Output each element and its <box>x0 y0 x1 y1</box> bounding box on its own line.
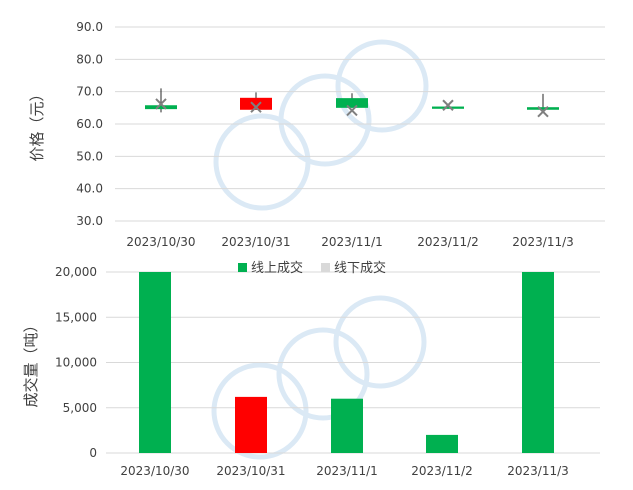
price-y-tick-label: 80.0 <box>76 52 103 66</box>
price-chart: 30.0 40.0 50.0 60.0 70.0 80.0 90.0 2023/10/30 20… <box>28 20 605 249</box>
volume-bar <box>235 396 267 453</box>
volume-y-tick-label: 5,000 <box>63 401 97 415</box>
candle-body <box>336 98 368 108</box>
price-y-tick-label: 60.0 <box>76 117 103 131</box>
volume-y-axis-label: 成交量（吨） <box>22 317 40 407</box>
volume-y-tick-label: 0 <box>89 446 97 460</box>
volume-bar <box>139 272 171 453</box>
price-y-tick-label: 70.0 <box>76 85 103 99</box>
avg-price-marker <box>442 99 454 111</box>
volume-y-tick-label: 20,000 <box>55 265 97 279</box>
price-x-tick-label: 2023/10/30 <box>126 235 195 249</box>
volume-bar <box>426 434 458 453</box>
volume-x-tick-label: 2023/11/2 <box>411 464 473 478</box>
price-x-tick-label: 2023/11/2 <box>417 235 479 249</box>
volume-x-tick-label: 2023/10/30 <box>120 464 189 478</box>
price-x-tick-label: 2023/10/31 <box>221 235 290 249</box>
volume-x-tick-label: 2023/11/1 <box>316 464 378 478</box>
legend-swatch <box>321 263 330 272</box>
volume-chart: 0 5,000 10,000 15,000 20,000 2023/10/30 2023/1… <box>22 260 600 478</box>
volume-y-tick-label: 10,000 <box>55 356 97 370</box>
price-y-axis-label: 价格（元） <box>28 86 46 161</box>
legend-swatch <box>238 263 247 272</box>
watermark-logo <box>211 39 429 460</box>
volume-x-tick-label: 2023/11/3 <box>507 464 569 478</box>
legend-label: 线下成交 <box>334 260 386 276</box>
volume-bar <box>331 398 363 453</box>
avg-price-marker <box>250 101 262 113</box>
candle-body <box>240 97 272 110</box>
price-y-tick-label: 40.0 <box>76 182 103 196</box>
price-x-tick-label: 2023/11/1 <box>321 235 383 249</box>
avg-price-marker <box>155 98 167 110</box>
price-y-tick-label: 30.0 <box>76 214 103 228</box>
avg-price-marker <box>346 104 358 117</box>
candle-body <box>527 107 559 110</box>
volume-x-tick-label: 2023/10/31 <box>216 464 285 478</box>
price-y-tick-label: 90.0 <box>76 20 103 34</box>
candle-body <box>432 106 464 109</box>
price-y-tick-label: 50.0 <box>76 149 103 163</box>
volume-y-tick-label: 15,000 <box>55 310 97 324</box>
volume-bar <box>522 272 554 453</box>
price-x-tick-label: 2023/11/3 <box>512 235 574 249</box>
avg-price-marker <box>537 106 549 118</box>
candle-body <box>145 105 177 110</box>
legend-label: 线上成交 <box>251 260 303 276</box>
